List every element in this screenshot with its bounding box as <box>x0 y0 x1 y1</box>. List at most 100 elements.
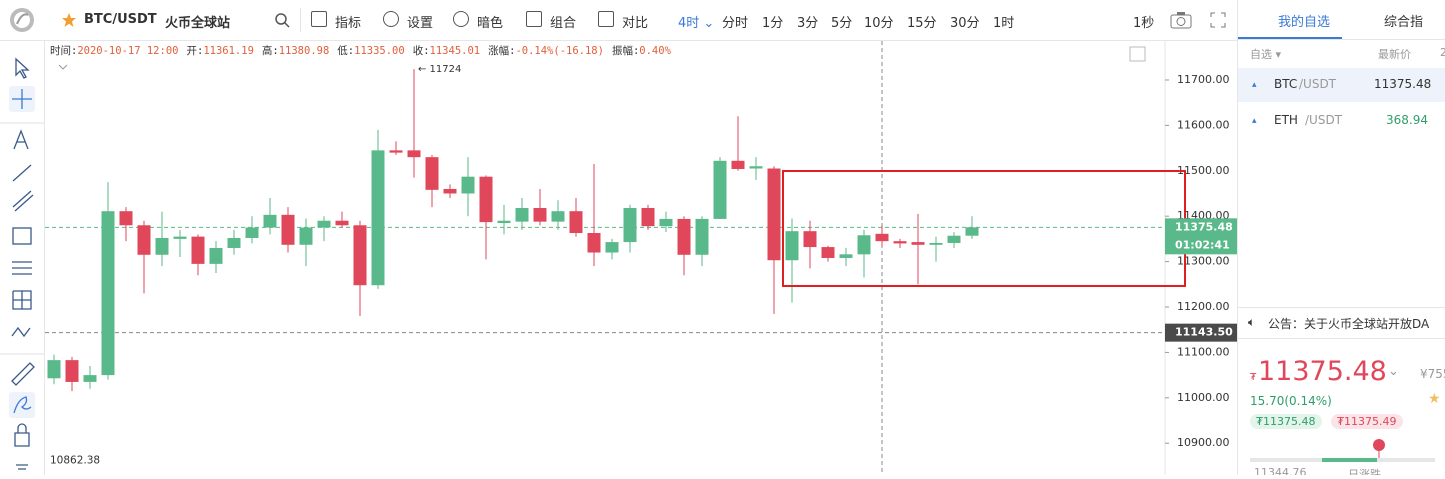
interval-button[interactable]: 10分 <box>864 16 894 31</box>
symbol[interactable]: ETH <box>1274 113 1298 127</box>
candle-body <box>263 214 277 228</box>
search-icon[interactable] <box>274 12 290 28</box>
candle-body <box>821 247 835 258</box>
candle-body <box>47 360 61 379</box>
sidebar: 我的自选 综合指 自选 ▾ 最新价 24 ▴ BTC/USDT 11375.48 ▴ E… <box>1237 0 1445 475</box>
col-header: 最新价 <box>1378 48 1411 61</box>
candle-body <box>839 254 853 258</box>
rect-tool[interactable] <box>12 227 32 245</box>
text-tool[interactable] <box>13 129 29 150</box>
favorite-star[interactable] <box>61 12 77 28</box>
expand-box <box>1129 46 1146 62</box>
channel-tool[interactable] <box>12 190 34 212</box>
interval-button[interactable]: 1分 <box>762 16 784 31</box>
interval-button[interactable]: 分时 <box>722 16 749 31</box>
candle-body <box>461 176 475 194</box>
chevron[interactable]: ⌄ <box>1388 364 1399 379</box>
candle-body <box>641 208 655 227</box>
cny-price: ¥755 <box>1420 367 1445 381</box>
tool-button[interactable]: 设置 <box>407 16 434 31</box>
candle-body <box>479 176 493 223</box>
fav-star[interactable]: ★ <box>1428 391 1441 407</box>
highlight-box <box>782 170 1186 287</box>
info-value: 11335.00 <box>354 45 405 57</box>
candle-body <box>695 218 709 255</box>
tab[interactable]: 综合指 <box>1384 15 1424 30</box>
tool-icon[interactable] <box>526 11 542 27</box>
interval-button[interactable]: 3分 <box>797 16 819 31</box>
candle-body <box>227 237 241 248</box>
price-prefix: ₮ <box>1250 372 1257 383</box>
notice-text[interactable]: 公告：关于火币全球站开放DA <box>1268 317 1430 331</box>
exchange-name: 火币全球站 <box>165 16 231 31</box>
chart: 11700.0011600.0011500.0011400.0011300.00… <box>45 41 1237 475</box>
drawing-toolbar <box>0 41 45 475</box>
info-value: 11361.19 <box>203 45 254 57</box>
interval-button[interactable]: 1时 <box>993 16 1015 31</box>
quote[interactable]: /USDT <box>1305 113 1343 127</box>
tool-button[interactable]: 对比 <box>622 16 649 31</box>
y-tick-label: 11000.00 <box>1177 391 1230 404</box>
day-low: 11344.76 <box>1254 466 1307 475</box>
candle-body <box>677 218 691 255</box>
last-price: 11375.48 <box>1258 356 1387 387</box>
candle-body <box>335 220 349 226</box>
lock-tool[interactable] <box>14 423 30 447</box>
col-header-text[interactable]: 自选 <box>1250 48 1272 61</box>
wave-tool[interactable] <box>11 326 31 338</box>
divider <box>1238 39 1445 40</box>
candle-body <box>281 214 295 245</box>
tool-button[interactable]: 暗色 <box>477 16 504 31</box>
notice[interactable]: 🔈︎ 公告：关于火币全球站开放DA <box>1238 307 1445 339</box>
quote[interactable]: /USDT <box>1299 77 1337 91</box>
cursor-tool[interactable] <box>15 57 30 79</box>
candle-body <box>65 360 79 382</box>
active-interval[interactable]: 4时 ⌄ <box>678 16 715 31</box>
col-header[interactable]: 自选 ▾ <box>1250 48 1282 61</box>
speaker-icon: 🔈︎ <box>1248 315 1256 329</box>
candle-body <box>893 241 907 244</box>
candle-body <box>371 150 385 286</box>
crosshair-tag-text: 11143.50 <box>1175 326 1233 339</box>
line-tool[interactable] <box>12 164 32 182</box>
camera-icon[interactable] <box>1170 11 1192 29</box>
candle-body <box>155 237 169 255</box>
symbol[interactable]: BTC <box>1274 77 1298 91</box>
candle-body <box>911 242 925 245</box>
y-tick-label: 11300.00 <box>1177 255 1230 268</box>
ruler-tool[interactable] <box>11 362 35 386</box>
tick-speed[interactable]: 1秒 <box>1133 16 1155 31</box>
tool-button[interactable]: 组合 <box>550 16 577 31</box>
tool-icon[interactable] <box>453 11 469 27</box>
tool-icon[interactable] <box>311 11 327 27</box>
fullscreen-icon[interactable] <box>1210 12 1226 28</box>
tool-icon[interactable] <box>598 11 614 27</box>
candle-body <box>317 220 331 228</box>
price-change: 15.70(0.14%) <box>1250 394 1332 408</box>
crosshair-tag <box>1165 323 1237 342</box>
tab-underline <box>1238 37 1342 39</box>
tool-icon[interactable] <box>383 11 399 27</box>
interval-button[interactable]: 15分 <box>907 16 937 31</box>
tool-button[interactable]: 指标 <box>335 16 362 31</box>
brush-tool[interactable] <box>13 396 32 414</box>
collapse-chevron <box>58 64 68 70</box>
candle-body <box>533 208 547 222</box>
interval-label[interactable]: 4时 <box>678 16 700 31</box>
tab-active[interactable]: 我的自选 <box>1278 15 1331 30</box>
info-value: 0.40% <box>639 45 671 57</box>
interval-button[interactable]: 5分 <box>831 16 853 31</box>
divider <box>300 8 301 32</box>
toolbar-icons <box>0 57 44 470</box>
candle-body <box>785 231 799 261</box>
grid-tool[interactable] <box>12 290 32 310</box>
info-label: 低: <box>337 45 355 57</box>
range-fill <box>1322 458 1377 462</box>
interval-button[interactable]: 30分 <box>950 16 980 31</box>
crosshair-tool[interactable] <box>12 89 32 109</box>
fib-tool[interactable] <box>12 261 32 275</box>
trash-tool[interactable] <box>16 464 28 470</box>
candle-body <box>119 211 133 226</box>
y-tick-label: 11700.00 <box>1177 73 1230 86</box>
